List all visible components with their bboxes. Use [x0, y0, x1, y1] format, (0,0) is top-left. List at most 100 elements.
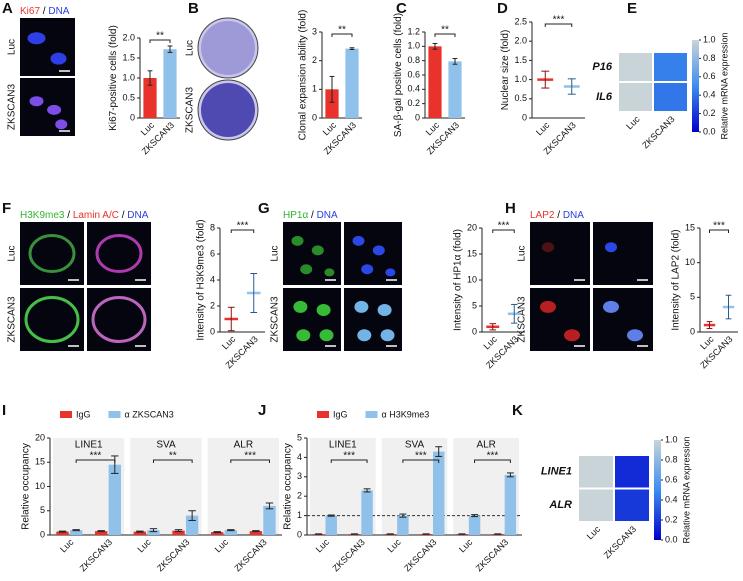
nucleus: [95, 234, 143, 273]
significance-bracket: [709, 229, 729, 233]
significance: ***: [498, 221, 510, 232]
group-label: LINE1: [75, 440, 103, 451]
label-part: DNA: [48, 6, 69, 17]
significance: **: [156, 31, 164, 42]
row-label: ZKSCAN3: [517, 296, 528, 343]
y-tick-label: 1.0: [122, 72, 135, 82]
colorbar-tick-label: 0.0: [665, 534, 678, 544]
significance-bracket: [331, 33, 353, 37]
y-tick-label: 2: [210, 300, 215, 310]
colorbar-tick-label: 0.0: [703, 126, 716, 136]
x-tick-label: ZKSCAN3: [232, 537, 268, 573]
y-tick-label: 0.5: [514, 93, 527, 103]
y-tick-label: 1.5: [122, 52, 135, 62]
y-tick-label: 6: [210, 248, 215, 258]
x-tick-label: ZKSCAN3: [78, 537, 114, 573]
nucleus: [361, 264, 374, 275]
significance-bracket: [230, 229, 255, 233]
y-tick-label: 10: [467, 274, 477, 284]
heatmap-cell: [579, 489, 613, 521]
label-part: DNA: [317, 210, 338, 221]
nucleus: [50, 52, 67, 65]
panel-letter: A: [2, 0, 13, 17]
y-tick-label: 0: [210, 326, 215, 336]
panel-letter: C: [396, 0, 407, 17]
y-tick-label: 0: [522, 112, 527, 122]
bar: [397, 515, 409, 535]
label-part: LAP2: [530, 210, 555, 221]
colorbar-tick-label: 1.0: [665, 434, 678, 444]
y-tick-label: 2.0: [514, 36, 527, 46]
panel-letter: G: [258, 200, 270, 217]
label-part: /: [40, 6, 48, 17]
group-label: ALR: [234, 440, 253, 451]
group-label: SVA: [405, 440, 425, 451]
nucleus: [377, 304, 392, 317]
nucleus: [380, 329, 395, 342]
significance-bracket: [544, 23, 573, 27]
x-tick-label: ZKSCAN3: [474, 537, 510, 573]
y-axis-label: SA-β-gal positive cells (fold): [393, 13, 404, 137]
y-tick-label: 10: [35, 481, 45, 491]
y-tick-label: 5: [472, 300, 477, 310]
nucleus: [627, 329, 643, 342]
significance: **: [338, 25, 346, 36]
colorbar-tick-label: 0.2: [703, 108, 716, 118]
panel-letter: F: [2, 200, 11, 217]
row-label: Luc: [7, 245, 18, 261]
group-label: ALR: [476, 440, 495, 451]
y-tick-label: 4: [210, 274, 215, 284]
x-tick-label: Luc: [220, 334, 238, 352]
significance: ***: [237, 221, 249, 232]
y-tick-label: 2.0: [122, 32, 135, 42]
colorbar-label: Relative mRNA expression: [719, 32, 729, 139]
y-tick-label: 0: [297, 529, 302, 539]
legend-swatch: [365, 411, 378, 418]
image-label: HP1α / DNA: [283, 210, 338, 221]
significance: ***: [553, 15, 565, 26]
significance-bracket: [230, 459, 270, 463]
label-part: H3K9me3: [20, 210, 65, 221]
nucleus: [28, 234, 76, 273]
legend-label: IgG: [76, 409, 91, 419]
y-tick-label: 20: [467, 222, 477, 232]
panel-letter: I: [2, 402, 6, 419]
y-tick-label: 15: [35, 457, 45, 467]
bar: [133, 531, 147, 535]
x-tick-label: Luc: [534, 120, 552, 138]
bar: [56, 531, 69, 535]
legend-swatch: [60, 411, 72, 418]
y-axis-label: Clonal expansion ability (fold): [298, 10, 309, 141]
y-tick-label: 8: [210, 222, 215, 232]
y-tick-label: 3: [312, 26, 317, 36]
bar: [95, 531, 108, 535]
y-tick-label: 0: [690, 326, 695, 336]
heatmap-cell: [619, 53, 652, 81]
nucleus: [603, 300, 619, 313]
x-tick-label: ZKSCAN3: [402, 537, 438, 573]
nucleus: [385, 268, 396, 277]
label-part: /: [554, 210, 562, 221]
micrograph: [20, 18, 75, 76]
significance-bracket: [492, 229, 515, 233]
colorbar-label: Relative mRNA expression: [681, 436, 691, 543]
significance: ***: [90, 451, 102, 462]
row-label: ZKSCAN3: [7, 296, 18, 343]
bar: [432, 451, 445, 535]
row-label: ZKSCAN3: [270, 296, 281, 343]
panel-letter: E: [627, 0, 637, 17]
label-part: /: [64, 210, 72, 221]
nucleus: [540, 300, 556, 313]
micrograph: [283, 288, 341, 351]
label-part: Lamin A/C: [73, 210, 119, 221]
micrograph: [20, 78, 75, 136]
nucleus: [91, 296, 147, 343]
row-label: IL6: [596, 91, 613, 103]
label-part: DNA: [563, 210, 584, 221]
y-tick-label: 0: [40, 529, 45, 539]
significance: ***: [713, 221, 725, 232]
colorbar: [692, 40, 699, 132]
micrograph: [344, 288, 402, 351]
bar: [147, 530, 160, 535]
significance: ***: [343, 451, 355, 462]
